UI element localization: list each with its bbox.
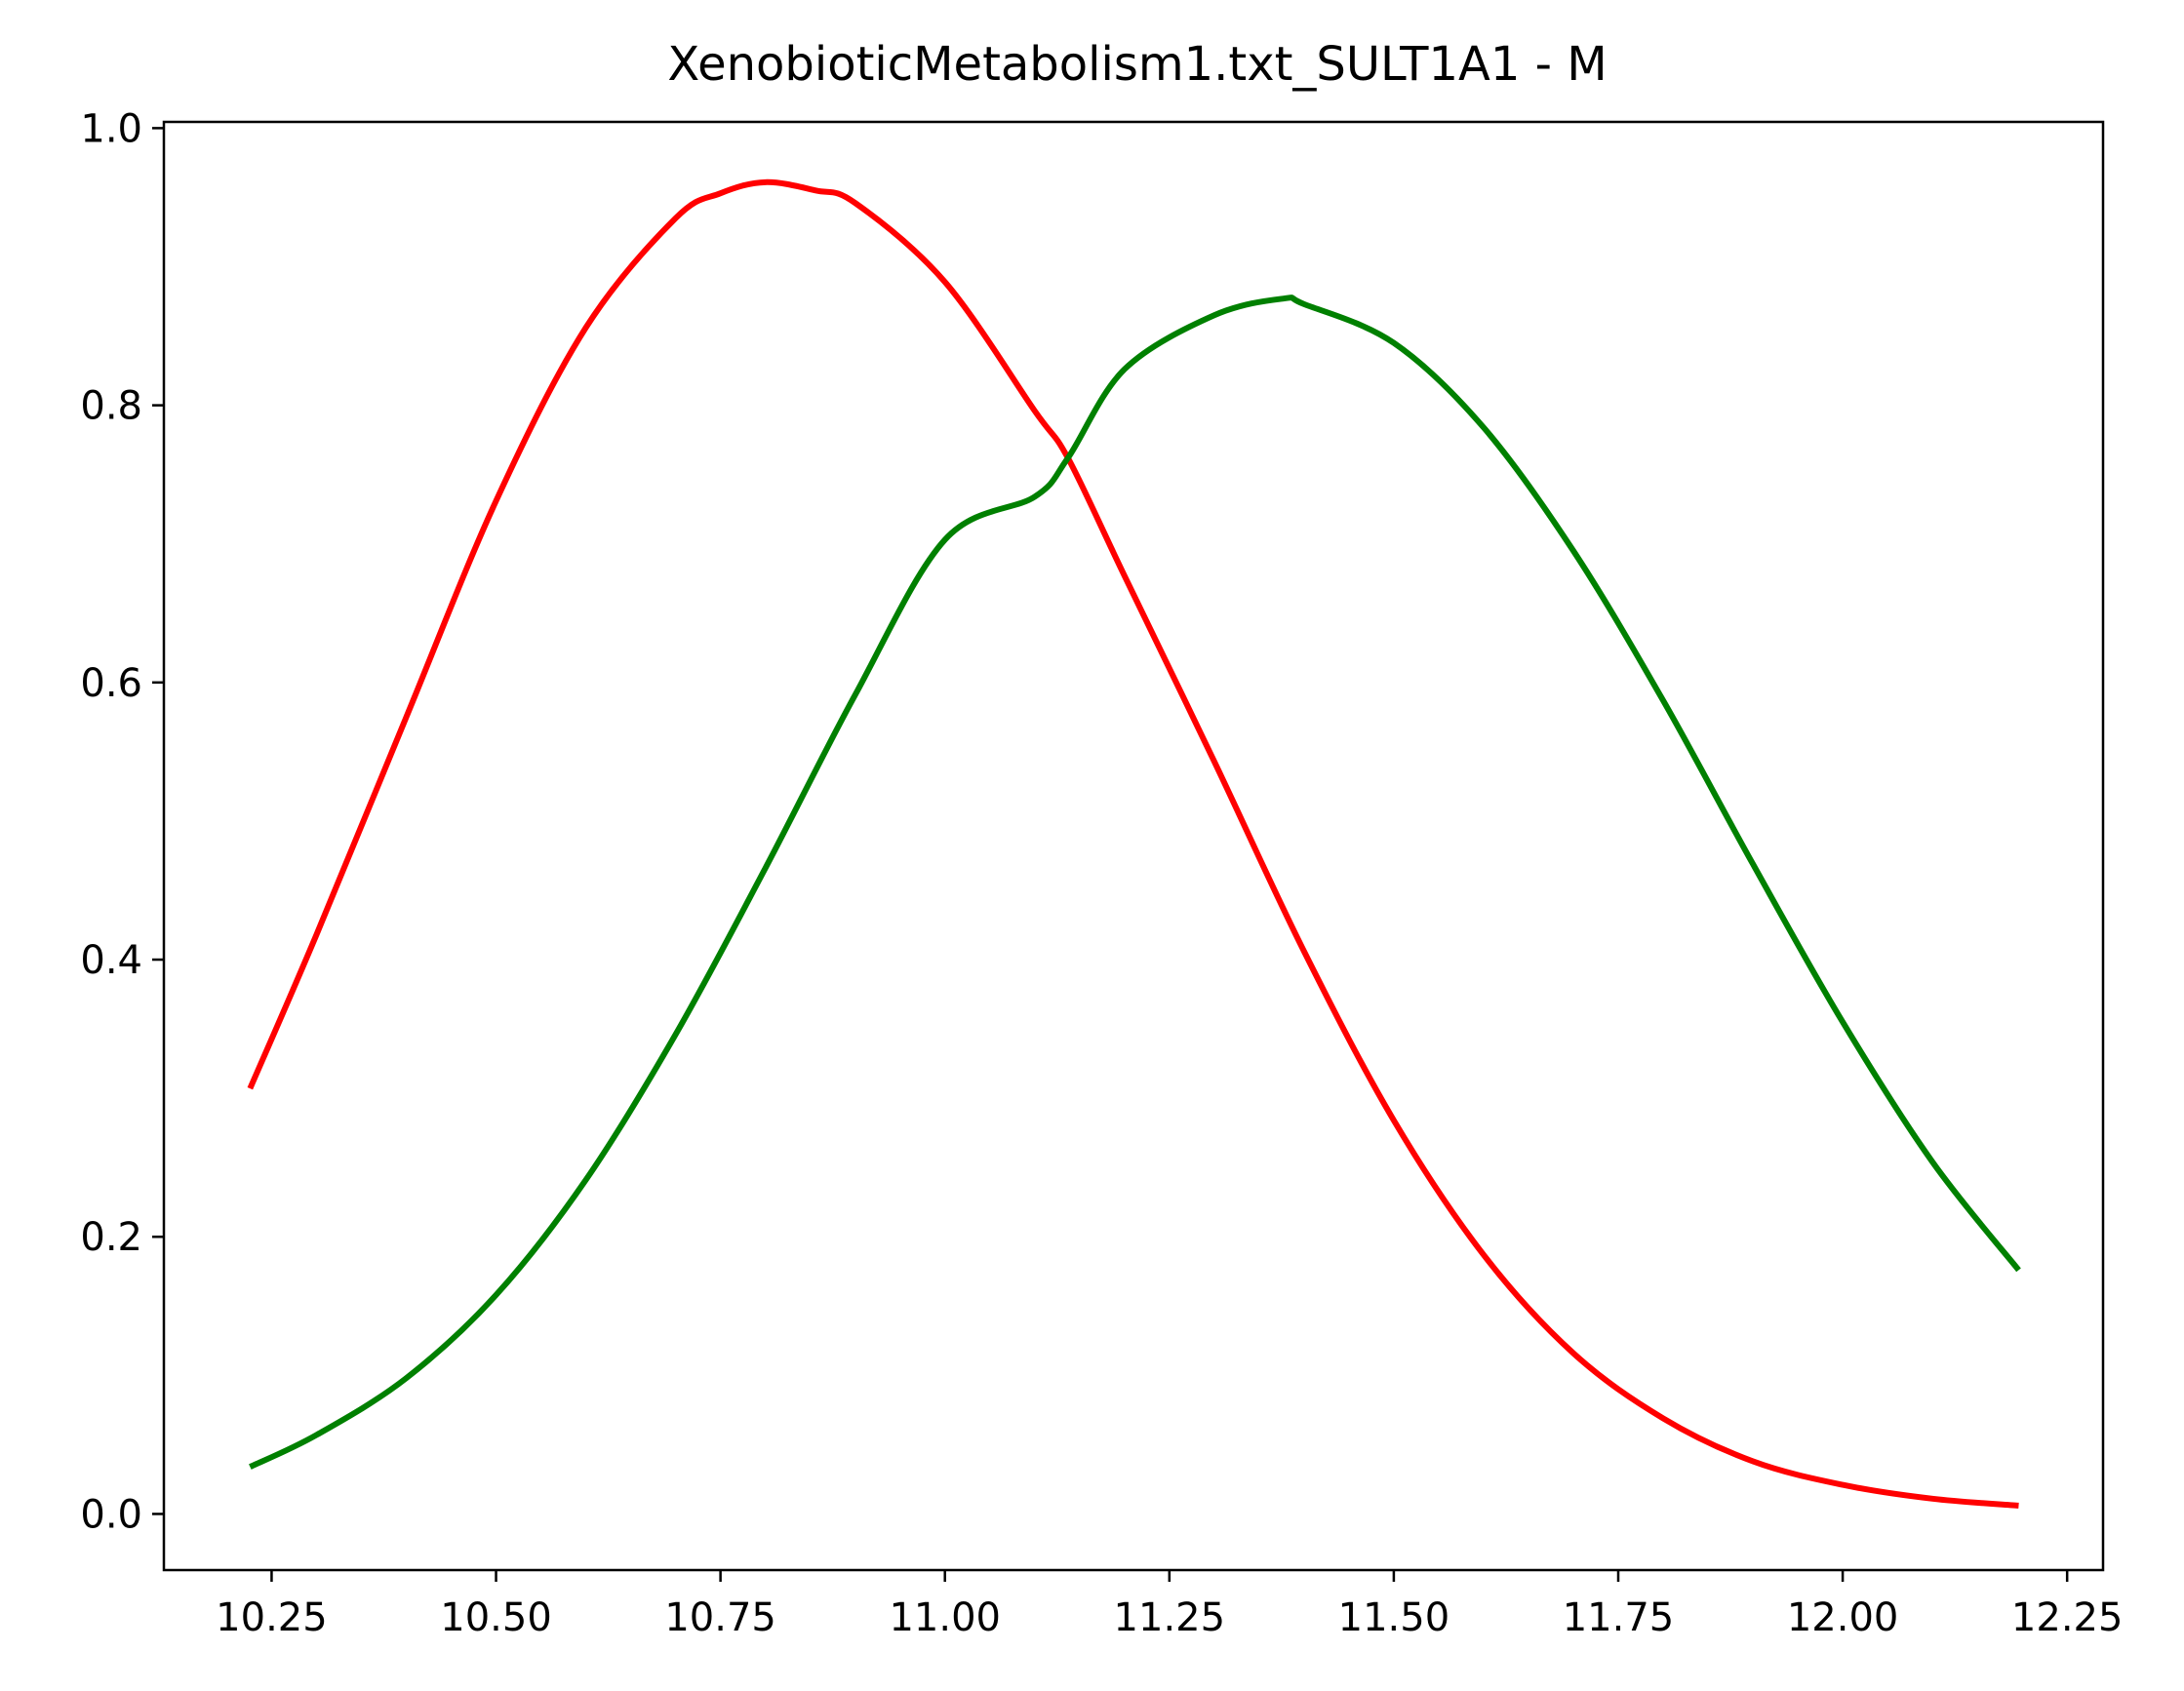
- x-axis: 10.25 10.50 10.75 11.00 11.25 11.50 11.75 12.00…: [216, 1570, 2123, 1640]
- y-tick-label: 1.0: [80, 106, 142, 151]
- series-line-0: [247, 178, 2019, 1509]
- chart-title: XenobioticMetabolism1.txt_SULT1A1 - M: [667, 37, 1607, 92]
- y-tick-label: 0.4: [80, 938, 142, 983]
- y-tick-label: 0.2: [80, 1215, 142, 1260]
- x-tick-label: 10.25: [216, 1595, 328, 1640]
- x-tick-label: 10.50: [440, 1595, 552, 1640]
- y-tick-label: 0.8: [80, 384, 142, 429]
- x-tick-label: 11.00: [889, 1595, 1001, 1640]
- series-layer: [247, 178, 2021, 1509]
- series-line-1: [249, 295, 2021, 1470]
- plot-frame: [162, 120, 2105, 1572]
- x-tick-label: 10.75: [664, 1595, 776, 1640]
- x-tick-label: 12.25: [2011, 1595, 2124, 1640]
- x-tick-label: 12.00: [1787, 1595, 1899, 1640]
- y-tick-label: 0.6: [80, 661, 142, 706]
- y-axis: 0.0 0.2 0.4 0.6 0.8 1.0: [80, 106, 164, 1537]
- x-tick-label: 11.25: [1114, 1595, 1226, 1640]
- x-tick-label: 11.50: [1338, 1595, 1450, 1640]
- x-tick-label: 11.75: [1563, 1595, 1675, 1640]
- y-tick-label: 0.0: [80, 1492, 142, 1537]
